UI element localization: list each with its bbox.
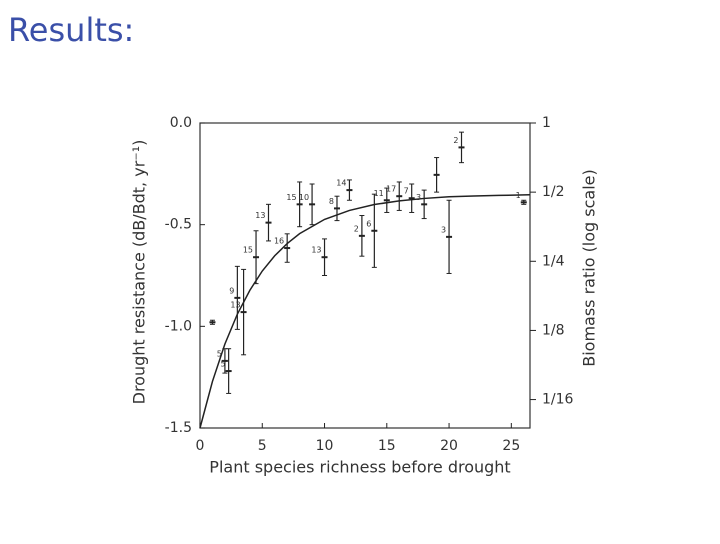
point-label: 1	[516, 191, 521, 200]
slide-title: Results:	[8, 11, 134, 49]
point-label: 14	[336, 179, 346, 188]
y-tick-label: -0.5	[165, 217, 192, 233]
point-label: 2	[354, 224, 359, 233]
plot-frame	[199, 122, 531, 429]
x-tick-label: 25	[502, 438, 520, 454]
y-tick-label: 0.0	[170, 115, 192, 131]
y2-tick-label: 1/4	[542, 253, 565, 269]
y2-tick-label: 1/2	[542, 184, 565, 200]
point-label: 5	[217, 349, 222, 358]
point-label: 2	[453, 136, 458, 145]
point-label: 13	[255, 211, 265, 220]
fit-curve	[199, 194, 531, 429]
x-tick-label: 15	[378, 438, 396, 454]
point-label: 17	[386, 185, 396, 194]
y2-tick-label: 1	[542, 115, 551, 131]
x-tick-label: 10	[316, 438, 334, 454]
point-label: 3	[441, 225, 446, 234]
point-label: 7	[404, 187, 409, 196]
point-label: 5	[221, 360, 226, 369]
point-label: 13	[230, 301, 240, 310]
y2-tick-label: 1/16	[542, 392, 574, 408]
y2-tick-label: 1/8	[542, 322, 565, 338]
point-label: 13	[311, 246, 321, 255]
point-label: 3	[416, 193, 421, 202]
y-tick-label: -1.0	[165, 318, 192, 334]
point-label: 8	[329, 197, 334, 206]
point-label: 16	[274, 237, 284, 246]
point-label: 10	[299, 193, 309, 202]
point-label: 15	[286, 193, 296, 202]
x-tick-label: 20	[440, 438, 458, 454]
x-axis-label: Plant species richness before drought	[209, 458, 510, 477]
point-label: 9	[229, 286, 234, 295]
point-label: 6	[366, 219, 371, 228]
x-tick-label: 0	[196, 438, 205, 454]
y2-axis-label: Biomass ratio (log scale)	[580, 169, 599, 367]
y-tick-label: -1.5	[165, 420, 192, 436]
x-tick-label: 5	[258, 438, 267, 454]
point-label: 15	[243, 246, 253, 255]
point-label: 11	[374, 189, 384, 198]
y-axis-label: Drought resistance (dB/Bdt, yr⁻¹)	[130, 140, 149, 405]
